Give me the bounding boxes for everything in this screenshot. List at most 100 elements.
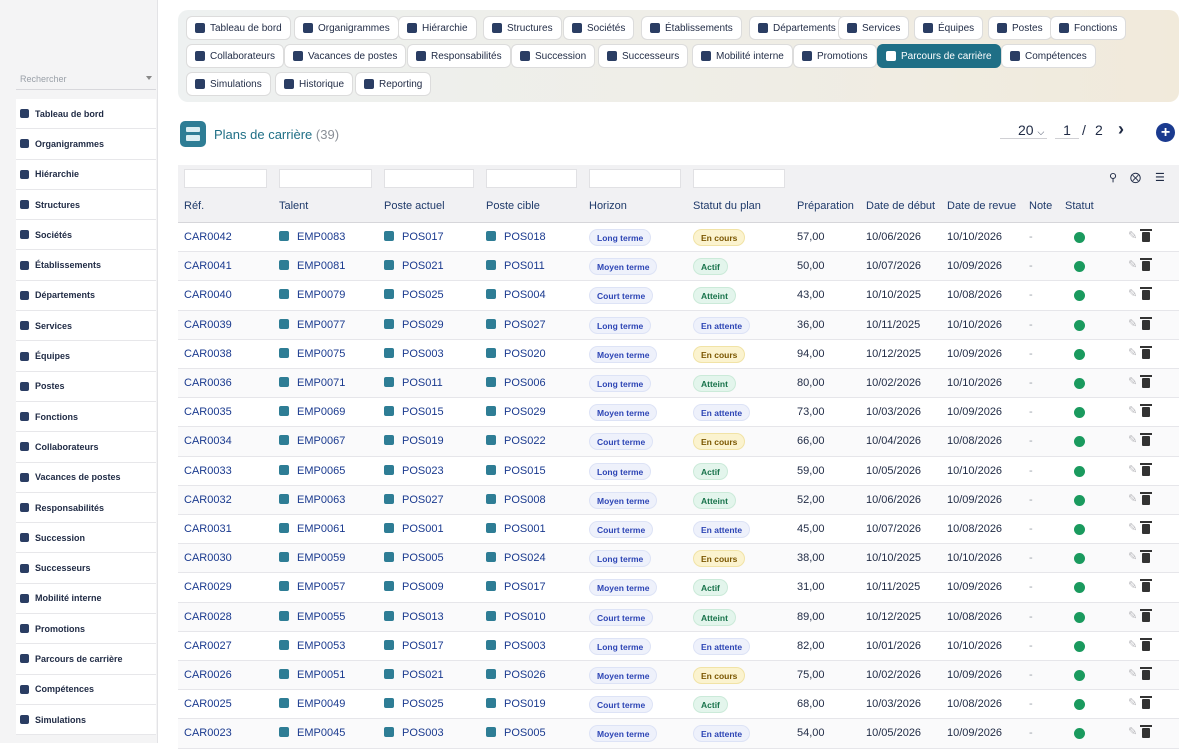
cell-talent[interactable]: EMP0055: [279, 610, 345, 623]
tab-tableau-de-bord[interactable]: Tableau de bord: [186, 16, 291, 40]
chevron-down-icon[interactable]: [146, 76, 152, 80]
delete-icon[interactable]: [1140, 550, 1152, 564]
cell-poste-actuel[interactable]: POS015: [384, 406, 444, 418]
sidebar-item[interactable]: Promotions: [16, 614, 156, 645]
table-row[interactable]: CAR0033 EMP0065 POS023 POS015 Long terme…: [178, 457, 1179, 486]
cell-ref[interactable]: CAR0042: [184, 231, 232, 243]
tab-parcours-de-carri-re[interactable]: Parcours de carrière: [877, 44, 1001, 68]
edit-icon[interactable]: ✎: [1128, 638, 1138, 651]
cell-poste-actuel[interactable]: POS021: [384, 260, 444, 272]
delete-icon[interactable]: [1140, 229, 1152, 242]
tab-soci-t-s[interactable]: Sociétés: [563, 16, 635, 40]
cell-talent[interactable]: EMP0065: [279, 464, 345, 477]
page-number-input[interactable]: 1: [1055, 122, 1079, 139]
cell-poste-actuel[interactable]: POS029: [384, 318, 444, 331]
table-row[interactable]: CAR0025 EMP0049 POS025 POS019 Court term…: [178, 690, 1179, 720]
cell-ref[interactable]: CAR0035: [184, 406, 232, 419]
delete-icon[interactable]: [1140, 345, 1152, 359]
next-page-icon[interactable]: ›: [1118, 119, 1124, 139]
sidebar-item[interactable]: Organigrammes: [16, 129, 156, 160]
tab-comp-tences[interactable]: Compétences: [1001, 44, 1096, 68]
sidebar-item[interactable]: Successeurs: [16, 553, 156, 584]
sidebar-item[interactable]: Tableau de bord: [16, 99, 156, 130]
cell-poste-actuel[interactable]: POS027: [384, 493, 444, 506]
sidebar-item[interactable]: Vacances de postes: [16, 462, 156, 493]
clear-filter-icon[interactable]: ⨂: [1130, 172, 1141, 184]
cell-poste-actuel[interactable]: POS011: [384, 377, 443, 389]
search-icon[interactable]: ⚲: [1109, 172, 1118, 184]
col-note[interactable]: Note: [1029, 200, 1053, 212]
table-row[interactable]: CAR0035 EMP0069 POS015 POS029 Moyen term…: [178, 398, 1179, 428]
delete-icon[interactable]: [1140, 637, 1152, 651]
cell-ref[interactable]: CAR0030: [184, 552, 232, 565]
cell-poste-cible[interactable]: POS019: [486, 698, 546, 710]
delete-icon[interactable]: [1140, 608, 1152, 622]
cell-poste-actuel[interactable]: POS025: [384, 698, 444, 710]
tab-collaborateurs[interactable]: Collaborateurs: [186, 44, 285, 68]
sidebar-item[interactable]: Succession: [16, 523, 156, 554]
page-size-select[interactable]: 20 ⌵: [1000, 122, 1047, 139]
table-row[interactable]: CAR0039 EMP0077 POS029 POS027 Long terme…: [178, 310, 1179, 340]
column-list-icon[interactable]: ☰: [1155, 172, 1165, 184]
delete-icon[interactable]: [1140, 258, 1152, 272]
tab-promotions[interactable]: Promotions: [793, 44, 877, 68]
cell-poste-cible[interactable]: POS026: [486, 669, 546, 681]
cell-talent[interactable]: EMP0051: [279, 669, 345, 681]
cell-poste-cible[interactable]: POS001: [486, 523, 546, 535]
delete-icon[interactable]: [1140, 696, 1152, 710]
table-row[interactable]: CAR0027 EMP0053 POS017 POS003 Long terme…: [178, 632, 1179, 661]
cell-poste-cible[interactable]: POS017: [486, 581, 546, 593]
tab-succession[interactable]: Succession: [511, 44, 596, 68]
tab-d-partements[interactable]: Départements: [749, 16, 845, 40]
tab-structures[interactable]: Structures: [483, 16, 562, 40]
delete-icon[interactable]: [1140, 667, 1152, 680]
sidebar-item[interactable]: Services: [16, 311, 156, 342]
col-talent[interactable]: Talent: [279, 200, 309, 212]
cell-ref[interactable]: CAR0041: [184, 260, 232, 273]
cell-talent[interactable]: EMP0071: [279, 377, 345, 389]
cell-talent[interactable]: EMP0057: [279, 581, 345, 593]
sidebar-search-input[interactable]: Rechercher: [16, 70, 156, 90]
cell-talent[interactable]: EMP0069: [279, 406, 345, 418]
filter-statut-plan-input[interactable]: [693, 169, 785, 188]
col-horizon[interactable]: Horizon: [589, 200, 627, 212]
cell-ref[interactable]: CAR0036: [184, 377, 232, 389]
cell-poste-cible[interactable]: POS020: [486, 347, 546, 360]
cell-talent[interactable]: EMP0049: [279, 698, 345, 710]
delete-icon[interactable]: [1140, 725, 1152, 739]
cell-ref[interactable]: CAR0029: [184, 581, 232, 594]
col-ref[interactable]: Réf.: [184, 200, 205, 212]
sidebar-item[interactable]: Simulations: [16, 704, 156, 736]
cell-poste-actuel[interactable]: POS003: [384, 727, 444, 739]
col-poste-actuel[interactable]: Poste actuel: [384, 200, 445, 212]
edit-icon[interactable]: ✎: [1128, 259, 1138, 272]
tab-reporting[interactable]: Reporting: [355, 72, 432, 96]
table-row[interactable]: CAR0040 EMP0079 POS025 POS004 Court term…: [178, 281, 1179, 311]
cell-ref[interactable]: CAR0033: [184, 464, 232, 477]
cell-poste-cible[interactable]: POS004: [486, 289, 546, 301]
cell-ref[interactable]: CAR0023: [184, 727, 232, 740]
cell-poste-actuel[interactable]: POS013: [384, 610, 444, 623]
delete-icon[interactable]: [1140, 404, 1152, 418]
cell-ref[interactable]: CAR0027: [184, 639, 232, 652]
sidebar-item[interactable]: Équipes: [16, 341, 156, 372]
cell-poste-cible[interactable]: POS029: [486, 406, 546, 418]
table-row[interactable]: CAR0023 EMP0045 POS003 POS005 Moyen term…: [178, 719, 1179, 749]
table-row[interactable]: CAR0042 EMP0083 POS017 POS018 Long terme…: [178, 223, 1179, 253]
edit-icon[interactable]: ✎: [1128, 463, 1138, 476]
cell-poste-cible[interactable]: POS010: [486, 610, 546, 623]
col-preparation[interactable]: Préparation: [797, 200, 854, 212]
cell-ref[interactable]: CAR0040: [184, 289, 232, 302]
filter-ref-input[interactable]: [184, 169, 267, 188]
tab-hi-rarchie[interactable]: Hiérarchie: [398, 16, 477, 40]
cell-talent[interactable]: EMP0045: [279, 727, 345, 739]
edit-icon[interactable]: ✎: [1128, 580, 1138, 593]
filter-poste-actuel-input[interactable]: [384, 169, 474, 188]
cell-poste-cible[interactable]: POS008: [486, 493, 546, 506]
tab-mobilit-interne[interactable]: Mobilité interne: [692, 44, 793, 68]
sidebar-item[interactable]: Parcours de carrière: [16, 644, 156, 675]
cell-talent[interactable]: EMP0053: [279, 639, 345, 652]
filter-poste-cible-input[interactable]: [486, 169, 577, 188]
table-row[interactable]: CAR0028 EMP0055 POS013 POS010 Court term…: [178, 602, 1179, 632]
edit-icon[interactable]: ✎: [1128, 697, 1138, 710]
